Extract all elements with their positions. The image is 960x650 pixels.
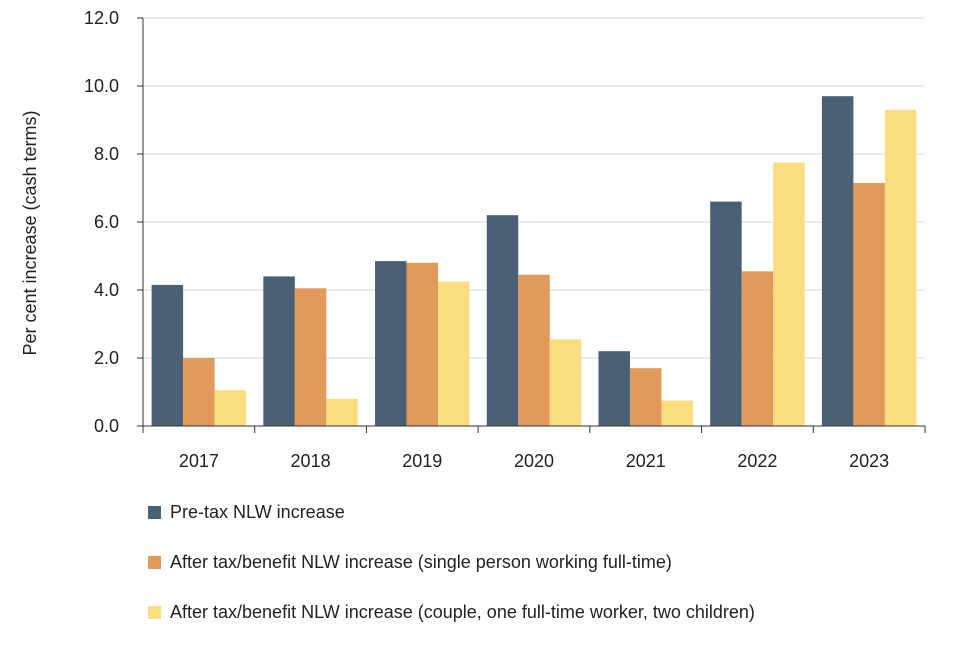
legend-item: After tax/benefit NLW increase (couple, … bbox=[148, 600, 755, 624]
y-tick-label: 0.0 bbox=[94, 416, 119, 436]
bar-series-1-2017 bbox=[151, 284, 184, 426]
x-tick-label: 2022 bbox=[737, 451, 777, 471]
legend-label: Pre-tax NLW increase bbox=[170, 501, 345, 522]
bar-series-3-2021 bbox=[661, 400, 693, 426]
y-tick-label: 10.0 bbox=[84, 76, 119, 96]
bar-series-1-2018 bbox=[263, 276, 295, 426]
legend-swatch bbox=[148, 505, 161, 519]
bar-series-3-2018 bbox=[326, 398, 358, 426]
legend-label: After tax/benefit NLW increase (couple, … bbox=[170, 601, 755, 622]
bar-series-3-2019 bbox=[438, 281, 470, 426]
bar-series-3-2017 bbox=[214, 390, 247, 426]
bar-series-2-2018 bbox=[294, 288, 327, 426]
bars bbox=[151, 96, 917, 427]
y-axis-title: Per cent increase (cash terms) bbox=[20, 110, 40, 355]
y-tick-label: 2.0 bbox=[94, 348, 119, 368]
legend-swatch bbox=[148, 605, 161, 619]
bar-series-2-2020 bbox=[518, 274, 550, 426]
x-tick-label: 2023 bbox=[849, 451, 889, 471]
bar-series-1-2023 bbox=[821, 96, 854, 426]
legend: Pre-tax NLW increase After tax/benefit NL… bbox=[148, 500, 755, 650]
legend-item: After tax/benefit NLW increase (single p… bbox=[148, 550, 755, 574]
legend-item: Pre-tax NLW increase bbox=[148, 500, 755, 524]
bar-series-3-2020 bbox=[549, 339, 582, 426]
bar-series-3-2022 bbox=[773, 162, 805, 426]
x-tick-label: 2020 bbox=[514, 451, 554, 471]
x-tick-labels: 2017 2018 2019 2020 2021 2022 2023 bbox=[179, 451, 889, 471]
bar-series-1-2020 bbox=[486, 215, 519, 426]
bar-series-1-2019 bbox=[375, 261, 407, 426]
x-tick-label: 2021 bbox=[626, 451, 666, 471]
bar-series-2-2022 bbox=[741, 271, 774, 426]
bar-series-2-2017 bbox=[183, 358, 215, 426]
bar-series-1-2021 bbox=[598, 351, 630, 426]
y-tick-label: 6.0 bbox=[94, 212, 119, 232]
bar-series-3-2023 bbox=[884, 109, 917, 427]
bar-series-1-2022 bbox=[710, 201, 742, 426]
axes bbox=[137, 17, 926, 433]
bar-series-2-2021 bbox=[629, 368, 662, 426]
x-tick-label: 2017 bbox=[179, 451, 219, 471]
bar-series-2-2019 bbox=[406, 262, 439, 426]
legend-swatch bbox=[148, 555, 161, 569]
y-tick-labels: 0.0 2.0 4.0 6.0 8.0 10.0 12.0 bbox=[84, 8, 119, 436]
y-tick-label: 4.0 bbox=[94, 280, 119, 300]
x-tick-label: 2018 bbox=[291, 451, 331, 471]
y-tick-label: 8.0 bbox=[94, 144, 119, 164]
y-tick-label: 12.0 bbox=[84, 8, 119, 28]
bar-series-2-2023 bbox=[853, 182, 885, 426]
x-tick-label: 2019 bbox=[402, 451, 442, 471]
legend-label: After tax/benefit NLW increase (single p… bbox=[170, 551, 672, 572]
